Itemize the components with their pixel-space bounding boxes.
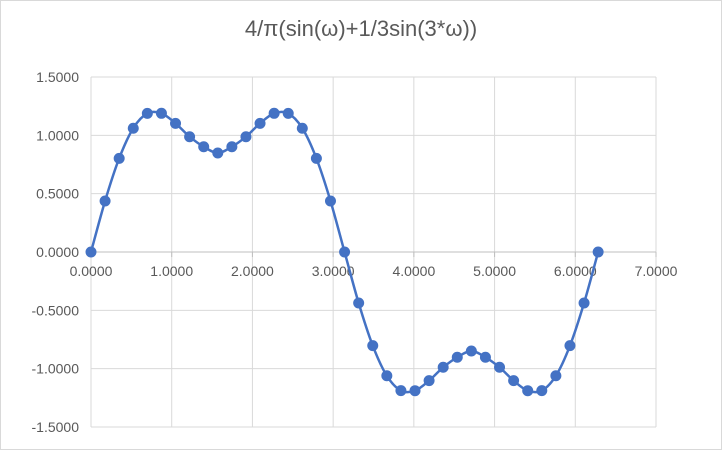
x-tick-label: 1.0000 bbox=[150, 263, 193, 279]
data-series bbox=[85, 107, 604, 397]
x-tick-label: 2.0000 bbox=[231, 263, 274, 279]
data-point bbox=[141, 107, 153, 119]
data-point bbox=[437, 361, 449, 373]
data-point bbox=[127, 122, 139, 134]
data-point bbox=[592, 246, 604, 258]
y-tick-label: 1.0000 bbox=[36, 127, 79, 143]
data-point bbox=[381, 370, 393, 382]
x-tick-label: 3.0000 bbox=[312, 263, 355, 279]
data-point bbox=[451, 351, 463, 363]
y-tick-label: -1.0000 bbox=[32, 361, 80, 377]
x-tick-label: 7.0000 bbox=[635, 263, 678, 279]
x-axis bbox=[90, 251, 657, 257]
y-tick-label: 0.5000 bbox=[36, 186, 79, 202]
data-point bbox=[536, 385, 548, 397]
data-point bbox=[367, 340, 379, 352]
data-point bbox=[508, 375, 520, 387]
y-tick-label: 0.0000 bbox=[36, 244, 79, 260]
data-point bbox=[268, 107, 280, 119]
data-point bbox=[479, 351, 491, 363]
x-tick-label: 4.0000 bbox=[392, 263, 435, 279]
data-point bbox=[423, 375, 435, 387]
x-axis-tick-labels: 0.0000 1.0000 2.0000 3.0000 4.0000 5.0000 6.00… bbox=[70, 263, 678, 279]
data-point bbox=[226, 141, 238, 153]
data-point bbox=[564, 340, 576, 352]
data-point bbox=[99, 195, 111, 207]
data-point bbox=[310, 152, 322, 164]
data-point bbox=[465, 345, 477, 357]
y-tick-label: -0.5000 bbox=[32, 302, 80, 318]
x-tick-label: 5.0000 bbox=[473, 263, 516, 279]
x-tick-label: 0.0000 bbox=[70, 263, 113, 279]
data-point bbox=[85, 246, 97, 258]
y-tick-label: 1.5000 bbox=[36, 69, 79, 85]
data-point bbox=[324, 195, 336, 207]
data-point bbox=[353, 297, 365, 309]
y-axis-tick-labels: 1.5000 1.0000 0.5000 0.0000 -0.5000 -1.0000 -1… bbox=[32, 69, 80, 435]
data-point bbox=[240, 131, 252, 143]
data-point bbox=[296, 122, 308, 134]
data-point bbox=[170, 117, 182, 129]
data-point bbox=[494, 361, 506, 373]
y-tick-label: -1.5000 bbox=[32, 419, 80, 435]
data-point bbox=[198, 141, 210, 153]
x-tick-label: 6.0000 bbox=[554, 263, 597, 279]
data-point bbox=[254, 117, 266, 129]
data-point bbox=[409, 385, 421, 397]
data-point bbox=[212, 147, 224, 159]
data-point bbox=[282, 107, 294, 119]
data-point bbox=[522, 385, 534, 397]
data-point bbox=[155, 107, 167, 119]
data-point bbox=[184, 131, 196, 143]
chart-title: 4/π(sin(ω)+1/3sin(3*ω)) bbox=[244, 16, 478, 41]
data-point bbox=[395, 385, 407, 397]
data-point bbox=[113, 152, 125, 164]
data-point bbox=[578, 297, 590, 309]
data-point bbox=[339, 246, 351, 258]
data-point bbox=[550, 370, 562, 382]
